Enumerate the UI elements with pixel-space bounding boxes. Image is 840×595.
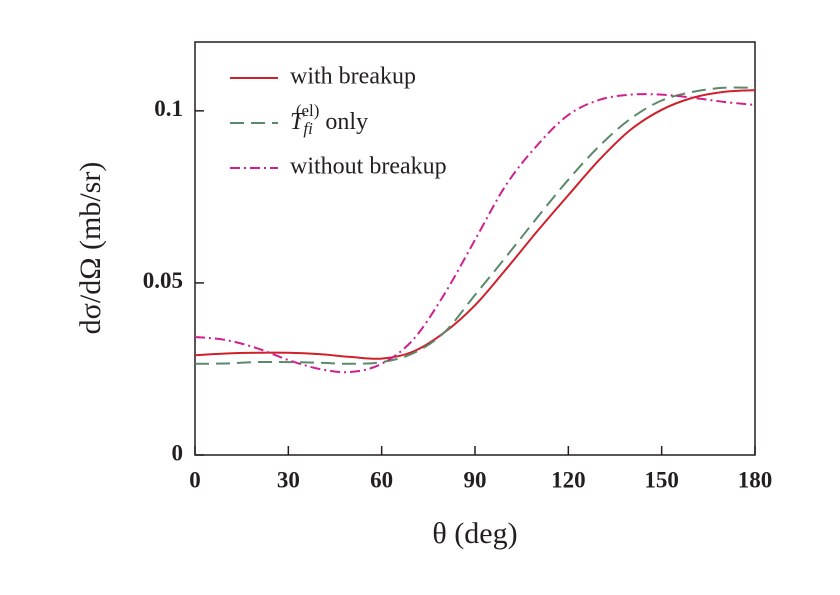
x-tick-label: 30 bbox=[277, 467, 300, 492]
y-tick-label: 0.1 bbox=[154, 96, 183, 121]
legend-label-part: fi bbox=[303, 119, 313, 138]
x-axis-title: θ (deg) bbox=[432, 517, 517, 550]
x-tick-label: 0 bbox=[189, 467, 201, 492]
legend-label: Tfi(el) only bbox=[290, 101, 368, 138]
plot-frame bbox=[194, 41, 756, 456]
x-tick-label: 120 bbox=[551, 467, 586, 492]
legend-label-part: (el) bbox=[296, 101, 320, 120]
data-line bbox=[194, 86, 756, 365]
x-tick-label: 150 bbox=[644, 467, 679, 492]
y-tick-label: 0 bbox=[172, 440, 184, 465]
x-tick-label: 90 bbox=[464, 467, 487, 492]
x-tick-label: 180 bbox=[738, 467, 773, 492]
legend-label-part: T bbox=[290, 109, 305, 135]
data-line bbox=[194, 89, 756, 360]
legend-label: with breakup bbox=[290, 64, 416, 90]
y-axis-title: dσ/dΩ (mb/sr) bbox=[74, 162, 107, 335]
legend-label-part: only bbox=[319, 109, 368, 135]
x-tick-label: 60 bbox=[370, 467, 393, 492]
y-tick-label: 0.05 bbox=[143, 268, 183, 293]
legend-label: without breakup bbox=[290, 154, 447, 180]
data-line bbox=[194, 93, 756, 374]
